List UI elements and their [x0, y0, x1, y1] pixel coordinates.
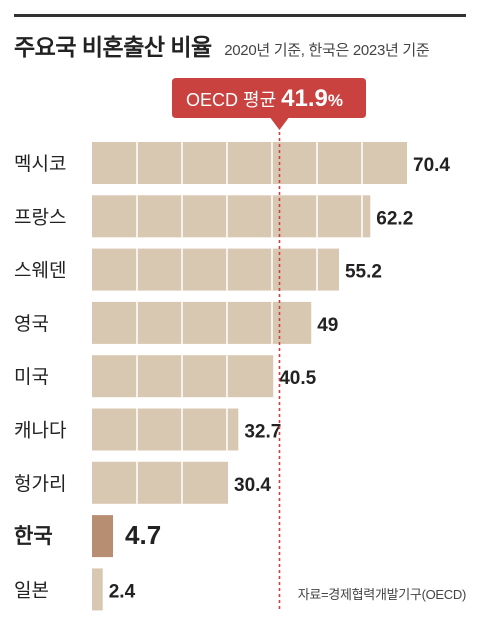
callout-box — [172, 78, 366, 130]
top-rule — [14, 14, 466, 17]
value-label: 32.7 — [244, 422, 281, 443]
bar-1 — [92, 142, 407, 184]
bar-3 — [92, 248, 339, 291]
callout-unit: % — [328, 91, 343, 110]
category-label: 멕시코 — [14, 153, 66, 175]
category-label: 프랑스 — [14, 206, 66, 228]
value-label: 4.7 — [125, 520, 161, 550]
bar-9 — [92, 568, 103, 611]
category-label: 캐나다 — [14, 420, 66, 442]
chart-subtitle: 2020년 기준, 한국은 2023년 기준 — [224, 42, 430, 59]
callout-text: OECD 평균 41.9% — [186, 85, 343, 112]
category-label: 스웨덴 — [14, 260, 66, 282]
value-label: 30.4 — [234, 475, 271, 496]
bar-2 — [92, 195, 371, 238]
category-label: 영국 — [14, 313, 49, 335]
bar-4 — [92, 301, 312, 344]
title-row: 주요국 비혼출산 비율 2020년 기준, 한국은 2023년 기준 — [14, 28, 430, 62]
category-label: 한국 — [14, 525, 53, 548]
value-label: 55.2 — [345, 262, 382, 283]
bar-6 — [92, 408, 239, 451]
callout-value: 41.9 — [281, 85, 328, 112]
value-label: 40.5 — [279, 368, 316, 389]
bar-8 — [92, 515, 114, 558]
chart-title: 주요국 비혼출산 비율 — [14, 34, 212, 60]
category-label: 일본 — [14, 579, 49, 601]
value-label: 2.4 — [109, 581, 136, 602]
value-label: 62.2 — [376, 208, 413, 229]
bar-7 — [92, 461, 229, 504]
category-label: 헝가리 — [14, 473, 66, 495]
value-label: 70.4 — [413, 155, 450, 176]
callout-label: OECD 평균 — [186, 90, 281, 110]
source-note: 자료=경제협력개발기구(OECD) — [297, 587, 467, 602]
category-label: 미국 — [14, 366, 49, 388]
value-label: 49 — [317, 315, 338, 336]
